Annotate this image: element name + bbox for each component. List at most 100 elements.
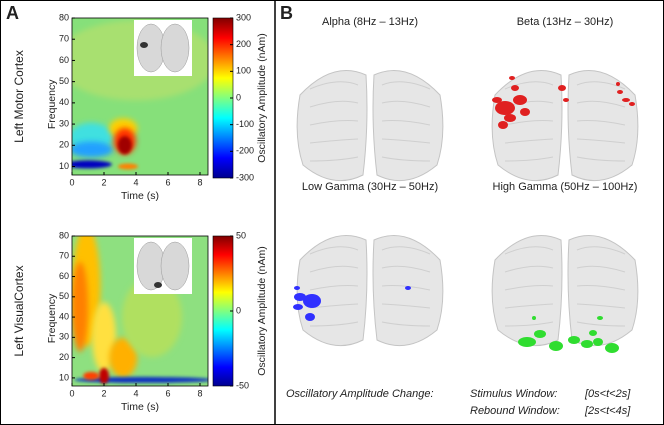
spectral-blob: [122, 277, 182, 358]
activation: [293, 304, 303, 310]
spectral-blob: [72, 141, 114, 158]
activation: [605, 343, 619, 353]
hemisphere: [296, 70, 368, 182]
map-title: Beta (13Hz – 30Hz): [517, 16, 614, 28]
y-tick-label: 80: [59, 12, 69, 22]
y-tick-label: 70: [59, 34, 69, 44]
activation: [593, 338, 603, 346]
colorbar-tick-label: -200: [236, 146, 254, 156]
y-tick-label: 70: [59, 251, 69, 261]
activation: [305, 313, 315, 321]
spectral-blob: [117, 136, 132, 155]
activation: [563, 98, 569, 102]
map-title: High Gamma (50Hz – 100Hz): [493, 181, 638, 193]
legend-window-range: [2s<t<4s]: [584, 405, 631, 417]
activation: [581, 340, 593, 348]
colorbar-tick-label: 0: [236, 92, 241, 102]
spectral-blob: [99, 367, 109, 384]
sulcus: [309, 246, 359, 255]
colorbar-tick-label: -100: [236, 119, 254, 129]
activation: [549, 341, 563, 351]
activation: [509, 76, 515, 80]
sulcus: [309, 285, 359, 291]
activation: [504, 114, 516, 122]
sulcus: [504, 156, 554, 162]
sulcus: [504, 285, 554, 291]
y-tick-label: 40: [59, 97, 69, 107]
sulcus: [381, 321, 431, 327]
spectral-blob: [72, 261, 88, 352]
sulcus: [576, 321, 626, 327]
colorbar-tick-label: 50: [236, 230, 246, 240]
activation: [520, 108, 530, 116]
sulcus: [576, 100, 626, 108]
hemisphere: [491, 235, 563, 347]
x-tick-label: 4: [133, 388, 138, 398]
sulcus: [381, 138, 431, 144]
legend-window-name: Rebound Window:: [470, 405, 560, 417]
spectral-blob: [109, 337, 138, 378]
activation: [589, 330, 597, 336]
sulcus: [504, 265, 554, 273]
inset-source: [140, 42, 148, 48]
sulcus: [504, 138, 554, 144]
sulcus: [504, 303, 554, 309]
sulcus: [309, 138, 359, 144]
y-tick-label: 30: [59, 332, 69, 342]
y-tick-label: 30: [59, 118, 69, 128]
hemisphere: [296, 235, 368, 347]
activation: [303, 294, 321, 308]
activation: [532, 316, 536, 320]
colorbar-tick-label: 200: [236, 39, 251, 49]
panel-label: B: [280, 3, 293, 23]
sulcus: [504, 321, 554, 327]
activation: [511, 85, 519, 91]
spectral-blob: [83, 371, 100, 380]
activation: [513, 95, 527, 105]
activation: [495, 101, 515, 115]
map-title: Alpha (8Hz – 13Hz): [322, 16, 418, 28]
sulcus: [381, 246, 431, 255]
inset-source: [154, 282, 162, 288]
sulcus: [309, 120, 359, 126]
x-tick-label: 8: [197, 388, 202, 398]
inset-hemisphere: [160, 241, 190, 291]
activation: [629, 102, 635, 106]
colorbar-label: Oscillatory Amplitude (nAm): [256, 246, 268, 376]
y-axis-label: Frequency: [46, 293, 58, 343]
y-tick-label: 50: [59, 76, 69, 86]
activation: [492, 97, 502, 103]
hemisphere: [567, 235, 639, 347]
x-tick-label: 2: [101, 388, 106, 398]
sulcus: [381, 120, 431, 126]
sulcus: [309, 81, 359, 90]
sulcus: [576, 81, 626, 90]
sulcus: [309, 321, 359, 327]
sulcus: [309, 100, 359, 108]
sulcus: [381, 100, 431, 108]
row-label: Left VisualCortex: [12, 265, 26, 356]
sulcus: [381, 156, 431, 162]
activation: [294, 286, 300, 290]
y-tick-label: 10: [59, 161, 69, 171]
sulcus: [576, 285, 626, 291]
sulcus: [576, 265, 626, 273]
hemisphere: [372, 70, 444, 182]
plot-frame: [71, 235, 209, 387]
activation: [405, 286, 411, 290]
sulcus: [381, 265, 431, 273]
y-tick-label: 10: [59, 372, 69, 382]
y-axis-label: Frequency: [46, 79, 58, 129]
activation: [568, 336, 580, 344]
sulcus: [576, 303, 626, 309]
sulcus: [504, 246, 554, 255]
colorbar-tick-label: 300: [236, 12, 251, 22]
activation: [294, 293, 306, 301]
activation: [622, 98, 630, 102]
y-tick-label: 60: [59, 55, 69, 65]
sulcus: [576, 246, 626, 255]
y-tick-label: 80: [59, 230, 69, 240]
x-axis-label: Time (s): [121, 190, 159, 202]
hemisphere: [372, 235, 444, 347]
